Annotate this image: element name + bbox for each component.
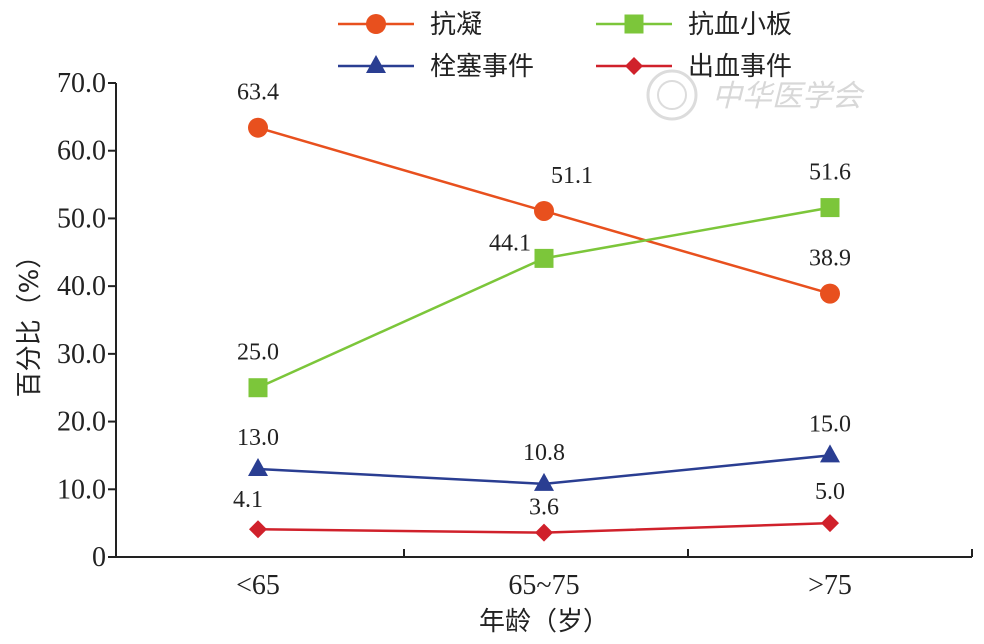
legend-marker	[624, 14, 644, 34]
data-label: 13.0	[237, 425, 279, 451]
watermark-seal-icon	[646, 69, 698, 121]
legend-marker	[366, 14, 386, 34]
axes: 0 10.0 20.0 30.0 40.0 50.0 60.0 70.0 <65 65~75 >75	[57, 68, 973, 601]
legend-label: 抗血小板	[688, 10, 792, 40]
data-label: 5.0	[815, 479, 845, 505]
y-tick-label: 20.0	[57, 407, 106, 438]
data-label: 4.1	[233, 487, 263, 513]
data-label: 63.4	[237, 80, 279, 106]
data-point	[248, 457, 268, 476]
watermark-text: 中华医学会	[712, 79, 865, 114]
x-tick-label: <65	[236, 570, 280, 601]
series-line	[257, 206, 831, 389]
data-point	[534, 472, 554, 491]
data-label: 44.1	[489, 230, 531, 256]
data-point	[820, 444, 840, 463]
legend-label: 出血事件	[688, 52, 792, 82]
data-point	[535, 523, 553, 542]
series-4	[249, 514, 839, 542]
data-label: 25.0	[237, 340, 279, 366]
y-tick-label: 70.0	[57, 68, 106, 99]
data-label: 3.6	[529, 495, 559, 521]
data-point	[248, 117, 268, 138]
watermark-seal-inner	[657, 80, 687, 110]
y-axis-title: 百分比（%）	[15, 243, 45, 398]
data-label: 15.0	[809, 411, 851, 437]
series-layer	[248, 117, 840, 542]
series-1	[248, 117, 840, 304]
y-tick-label: 50.0	[57, 203, 106, 234]
legend-item-1: 抗凝	[338, 10, 482, 40]
data-point	[820, 198, 840, 218]
watermark: 中华医学会	[646, 69, 865, 121]
legend-marker	[366, 55, 386, 73]
data-point	[249, 520, 267, 539]
legend-label: 抗凝	[430, 10, 482, 40]
x-tick-label: >75	[808, 570, 852, 601]
series-3	[248, 444, 840, 491]
data-point	[534, 200, 554, 221]
y-tick-label: 0	[92, 542, 106, 573]
y-tick-label: 10.0	[57, 474, 106, 505]
data-point	[248, 378, 268, 398]
legend-item-2: 抗血小板	[596, 10, 792, 40]
data-label: 10.8	[523, 440, 565, 466]
legend-marker	[625, 57, 643, 75]
x-axis-title: 年龄（岁）	[479, 607, 609, 637]
data-labels: 63.4 51.1 38.9 25.0 44.1 51.6 13.0 10.8 15.0 4.1 3…	[233, 80, 851, 521]
data-point	[821, 514, 839, 533]
data-label: 51.1	[551, 163, 593, 189]
legend-item-3: 栓塞事件	[338, 52, 534, 82]
legend-item-4: 出血事件	[596, 52, 792, 82]
y-tick-label: 60.0	[57, 136, 106, 167]
series-2	[248, 198, 840, 398]
y-tick-label: 40.0	[57, 271, 106, 302]
data-label: 51.6	[809, 160, 851, 186]
data-label: 38.9	[809, 246, 851, 272]
data-point	[820, 283, 840, 304]
x-tick-label: 65~75	[508, 570, 579, 601]
legend-label: 栓塞事件	[430, 52, 534, 82]
data-point	[534, 248, 554, 268]
y-tick-label: 30.0	[57, 339, 106, 370]
